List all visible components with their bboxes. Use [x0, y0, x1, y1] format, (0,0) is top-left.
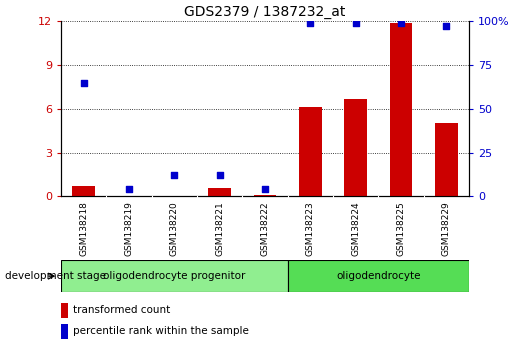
Point [261, 187, 269, 192]
Bar [299, 107, 322, 196]
Point [306, 20, 315, 26]
Point [215, 173, 224, 178]
Bar [254, 195, 276, 196]
Bar [61, 303, 68, 318]
Point [125, 187, 133, 192]
Text: oligodendrocyte: oligodendrocyte [336, 271, 421, 281]
Text: percentile rank within the sample: percentile rank within the sample [73, 326, 249, 336]
Text: GSM138221: GSM138221 [215, 201, 224, 256]
Text: GSM138222: GSM138222 [261, 201, 269, 256]
Point [351, 20, 360, 26]
Bar [390, 23, 412, 196]
Bar [288, 260, 469, 292]
Text: GSM138224: GSM138224 [351, 201, 360, 256]
Text: GSM138225: GSM138225 [396, 201, 405, 256]
Point [170, 173, 179, 178]
Point [80, 80, 88, 85]
Text: GSM138218: GSM138218 [79, 201, 88, 256]
Text: oligodendrocyte progenitor: oligodendrocyte progenitor [103, 271, 245, 281]
Point [397, 20, 405, 26]
Text: transformed count: transformed count [73, 305, 171, 315]
Text: GSM138219: GSM138219 [125, 201, 134, 256]
Text: GSM138223: GSM138223 [306, 201, 315, 256]
Bar [344, 99, 367, 196]
Text: GSM138229: GSM138229 [442, 201, 451, 256]
Title: GDS2379 / 1387232_at: GDS2379 / 1387232_at [184, 5, 346, 19]
Bar [61, 260, 288, 292]
Bar [61, 324, 68, 339]
Text: development stage: development stage [5, 271, 107, 281]
Bar [208, 188, 231, 196]
Bar [72, 186, 95, 196]
Text: GSM138220: GSM138220 [170, 201, 179, 256]
Point [442, 24, 450, 29]
Bar [435, 124, 458, 196]
